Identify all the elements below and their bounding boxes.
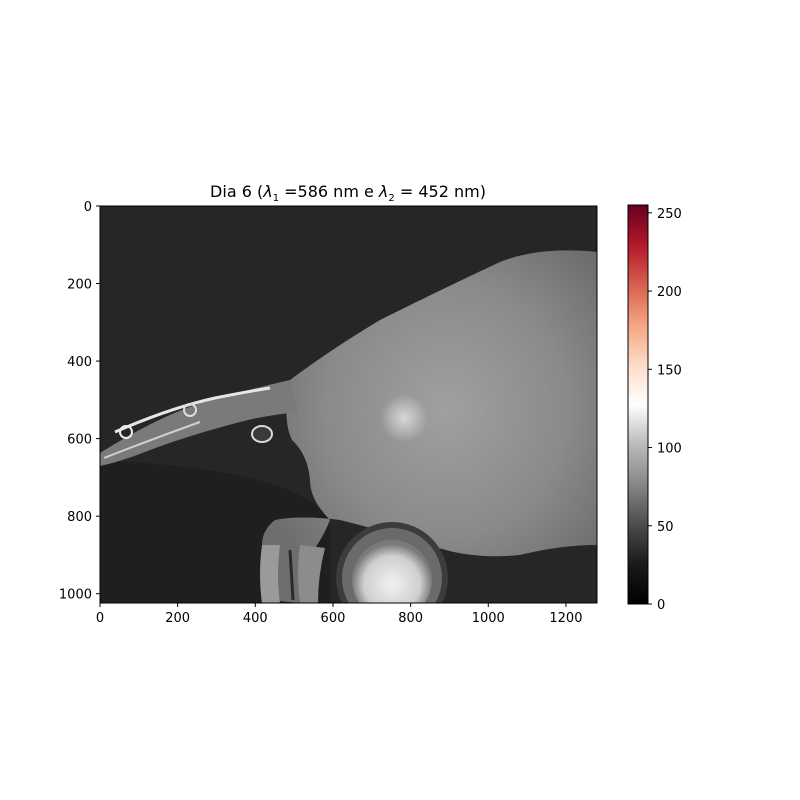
x-tick-label: 400 — [243, 611, 268, 626]
tube-highlight — [114, 386, 271, 434]
colorbar-axis: 0 50 100 150 200 250 — [648, 207, 682, 613]
image-frame — [99, 205, 598, 604]
microscopy-image — [100, 206, 597, 603]
y-tick-label: 600 — [67, 433, 92, 448]
colorbar-tick-label: 150 — [657, 363, 682, 378]
figure-title: Dia 6 (λ1 =586 nm e λ2 = 452 nm) — [210, 182, 486, 204]
colorbar-tick-label: 50 — [657, 520, 674, 535]
colorbar-tick-label: 250 — [657, 207, 682, 222]
x-tick-label: 1000 — [472, 611, 505, 626]
x-tick-label: 1200 — [549, 611, 582, 626]
y-axis: 0 200 400 600 800 1000 — [59, 200, 100, 603]
bright-spot — [380, 394, 428, 442]
y-tick-label: 1000 — [59, 588, 92, 603]
colorbar-tick-label: 200 — [657, 285, 682, 300]
colorbar-tick-label: 0 — [657, 598, 665, 613]
y-tick-label: 200 — [67, 278, 92, 293]
x-axis: 0 200 400 600 800 1000 1200 — [96, 603, 582, 626]
bead-core — [352, 540, 432, 603]
x-tick-label: 0 — [96, 611, 104, 626]
colorbar — [628, 205, 648, 604]
y-tick-label: 800 — [67, 510, 92, 525]
x-tick-label: 600 — [321, 611, 346, 626]
colorbar-tick-label: 100 — [657, 442, 682, 457]
tissue-blob — [262, 250, 597, 603]
x-tick-label: 200 — [165, 611, 190, 626]
y-tick-label: 0 — [84, 200, 92, 215]
x-tick-label: 800 — [398, 611, 423, 626]
colorbar-frame — [627, 204, 649, 605]
y-tick-label: 400 — [67, 355, 92, 370]
